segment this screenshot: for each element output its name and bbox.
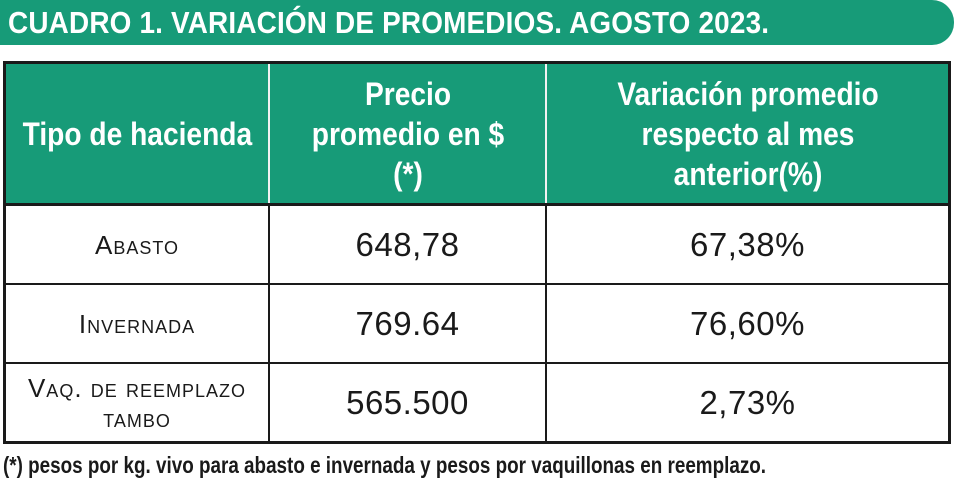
tipo-label: Abasto [94, 229, 180, 260]
cell-precio: 565.500 [268, 364, 545, 441]
cell-precio: 648,78 [268, 206, 545, 283]
precio-value: 769.64 [355, 304, 460, 342]
header-precio: Precio promedio en $ (*) [268, 64, 545, 203]
title-bar: CUADRO 1. VARIACIÓN DE PROMEDIOS. AGOSTO… [0, 0, 954, 45]
page-title: CUADRO 1. VARIACIÓN DE PROMEDIOS. AGOSTO… [8, 4, 770, 40]
cell-variacion: 67,38% [545, 206, 948, 283]
header-tipo: Tipo de hacienda [6, 64, 268, 203]
cell-tipo: Vaq. de reemplazo tambo [6, 364, 268, 441]
cell-variacion: 76,60% [545, 285, 948, 362]
table-row: Invernada 769.64 76,60% [6, 283, 948, 362]
tipo-label: Invernada [78, 308, 196, 339]
price-variation-table: Tipo de hacienda Precio promedio en $ (*… [3, 61, 951, 444]
header-precio-label: Precio promedio en $ (*) [311, 75, 504, 192]
tipo-label: Vaq. de reemplazo tambo [27, 372, 247, 433]
header-variacion: Variación promedio respecto al mes anter… [545, 64, 948, 203]
precio-value: 648,78 [355, 225, 460, 263]
cell-precio: 769.64 [268, 285, 545, 362]
cell-variacion: 2,73% [545, 364, 948, 441]
header-variacion-label: Variación promedio respecto al mes anter… [616, 75, 879, 192]
variacion-value: 76,60% [690, 304, 805, 342]
cell-tipo: Invernada [6, 285, 268, 362]
table-row: Vaq. de reemplazo tambo 565.500 2,73% [6, 362, 948, 441]
variacion-value: 67,38% [690, 225, 805, 263]
table-header-row: Tipo de hacienda Precio promedio en $ (*… [6, 64, 948, 206]
header-tipo-label: Tipo de hacienda [22, 115, 252, 152]
variacion-value: 2,73% [699, 383, 796, 421]
table-row: Abasto 648,78 67,38% [6, 206, 948, 283]
cell-tipo: Abasto [6, 206, 268, 283]
precio-value: 565.500 [346, 383, 469, 421]
footnote: (*) pesos por kg. vivo para abasto e inv… [3, 452, 767, 478]
